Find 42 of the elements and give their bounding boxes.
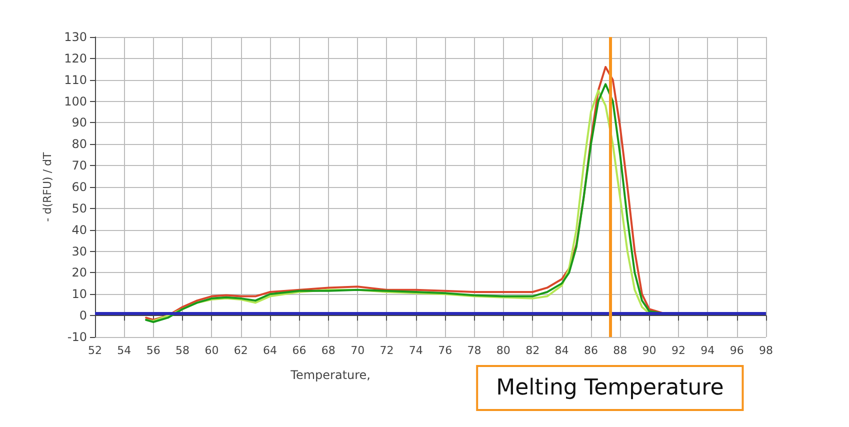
y-tick-label: 60	[72, 180, 87, 194]
x-tick-label: 78	[467, 344, 482, 357]
x-tick-label: 68	[321, 344, 336, 357]
x-tick-label: 84	[554, 344, 569, 357]
x-tick-label: 54	[117, 344, 132, 357]
x-tick-label: 60	[204, 344, 219, 357]
x-tick-label: 52	[88, 344, 102, 357]
x-tick-label: 74	[408, 344, 423, 357]
x-tick-label: 86	[584, 344, 598, 357]
x-tick-label: 82	[526, 344, 540, 357]
y-tick-label: 50	[72, 201, 87, 216]
x-tick-label: 56	[146, 344, 160, 357]
x-axis-title: Temperature,	[290, 368, 370, 382]
y-tick-label: -10	[67, 330, 87, 344]
y-tick-label: 130	[64, 30, 87, 44]
x-tick-label: 64	[263, 344, 278, 357]
y-tick-label: 70	[72, 158, 87, 173]
y-axis-title: - d(RFU) / dT	[41, 152, 54, 222]
y-tick-label: 10	[72, 287, 87, 302]
x-tick-label: 72	[380, 344, 394, 357]
x-tick-label: 92	[671, 344, 686, 357]
x-tick-label: 96	[730, 344, 744, 357]
y-tick-label: 120	[64, 51, 87, 66]
ref-line-label: Melting Temperature	[496, 376, 724, 400]
y-tick-label: 80	[72, 137, 87, 152]
y-tick-label: 90	[72, 116, 87, 130]
x-tick-label: 90	[642, 344, 656, 357]
y-tick-label: 20	[72, 266, 87, 280]
y-tick-label: 100	[64, 94, 87, 108]
x-tick-label: 66	[292, 344, 306, 357]
x-tick-label: 58	[176, 344, 190, 357]
x-tick-label: 76	[438, 344, 452, 357]
y-tick-label: 0	[79, 308, 87, 323]
y-tick-label: 110	[64, 72, 87, 87]
y-tick-label: 40	[72, 222, 87, 237]
x-tick-label: 80	[496, 344, 510, 357]
x-tick-label: 98	[759, 344, 773, 357]
y-tick-label: 30	[72, 244, 87, 258]
x-tick-label: 94	[700, 344, 715, 357]
x-tick-label: 62	[234, 344, 248, 357]
x-tick-label: 88	[613, 344, 628, 357]
x-tick-label: 70	[350, 344, 365, 357]
